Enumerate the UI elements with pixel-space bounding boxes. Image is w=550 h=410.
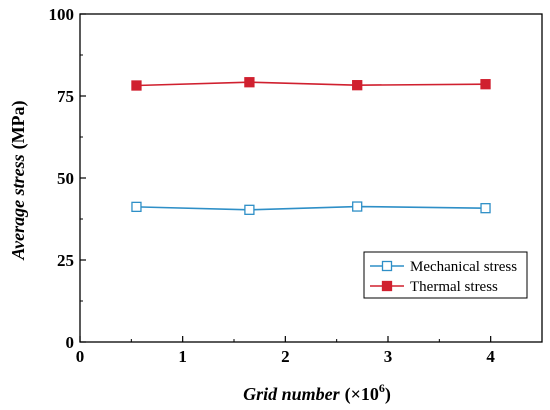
axis-ticks: 0 1 2 3 4 0 25 50 75 100 <box>49 5 496 366</box>
data-point-1-1 <box>244 77 255 88</box>
data-point-0-3 <box>480 203 491 214</box>
y-tick-label-3: 75 <box>57 87 74 106</box>
legend-marker-0 <box>381 260 393 272</box>
data-point-1-2 <box>352 80 363 91</box>
x-tick-label-0: 0 <box>76 347 85 366</box>
series-line-0 <box>136 205 486 211</box>
data-point-0-1 <box>244 204 255 215</box>
data-point-0-2 <box>352 201 363 212</box>
series-1 <box>131 77 491 91</box>
data-point-0-0 <box>131 201 142 213</box>
x-tick-label-3: 3 <box>384 347 393 366</box>
legend-marker-1 <box>381 280 393 292</box>
series-line-1 <box>136 81 486 87</box>
data-point-1-0 <box>131 80 142 91</box>
x-axis-title: Grid number (×106) <box>243 381 391 405</box>
y-tick-label-0: 0 <box>66 333 75 352</box>
y-tick-label-2: 50 <box>57 169 74 188</box>
y-axis-title: Average stress(MPa) <box>8 100 29 260</box>
legend-label-1: Thermal stress <box>410 279 498 295</box>
x-tick-label-4: 4 <box>486 347 495 366</box>
legend: Mechanical stress Thermal stress <box>363 251 528 299</box>
x-tick-label-1: 1 <box>178 347 187 366</box>
legend-label-0: Mechanical stress <box>410 259 517 275</box>
y-tick-label-4: 100 <box>49 5 75 24</box>
series-layer <box>131 77 491 215</box>
series-0 <box>131 201 491 215</box>
data-point-1-3 <box>480 79 491 90</box>
x-tick-label-2: 2 <box>281 347 290 366</box>
y-tick-label-1: 25 <box>57 251 74 270</box>
